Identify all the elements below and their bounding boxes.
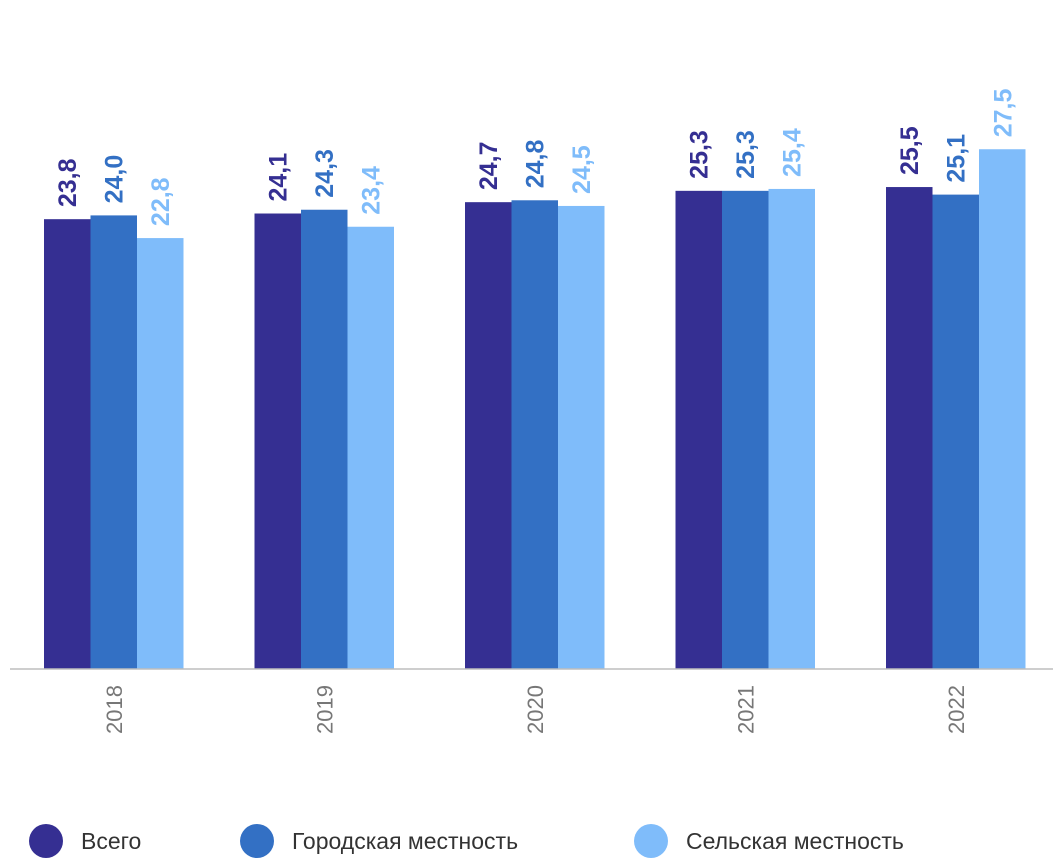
value-labels-group: 23,8 24,0 22,8 24,1 24,3 23,4 24,7 24,8 24,5 25,3… [54, 88, 1017, 226]
bar-2020-series-1 [511, 200, 558, 669]
x-tick-label-2020: 2020 [523, 685, 548, 734]
chart: 23,8 24,0 22,8 24,1 24,3 23,4 24,7 24,8 24,5 25,3… [10, 88, 1053, 734]
bar-2022-series-1 [932, 194, 979, 670]
value-label-2020-series-1: 24,8 [522, 140, 550, 189]
bar-2020-series-0 [465, 202, 512, 670]
legend-label-rural: Сельская местность [686, 827, 904, 854]
x-tick-label-2019: 2019 [312, 685, 337, 734]
value-label-2021-series-2: 25,4 [779, 128, 807, 177]
bar-2018-series-0 [44, 219, 91, 669]
value-label-2021-series-1: 25,3 [732, 130, 760, 179]
value-label-2020-series-0: 24,7 [475, 141, 503, 190]
bars-group [44, 149, 1026, 670]
value-label-2019-series-1: 24,3 [311, 149, 339, 198]
value-label-2018-series-1: 24,0 [101, 155, 129, 204]
bar-2018-series-1 [90, 215, 137, 669]
bar-2021-series-0 [675, 190, 722, 669]
legend-item-urban[interactable]: Городская местность [240, 824, 518, 858]
bar-2020-series-2 [558, 205, 605, 669]
value-label-2019-series-0: 24,1 [265, 153, 293, 202]
legend-item-rural[interactable]: Сельская местность [634, 824, 904, 858]
x-tick-label-2021: 2021 [733, 685, 758, 734]
legend-label-urban: Городская местность [292, 827, 519, 854]
legend-marker-urban [240, 824, 274, 858]
bar-2019-series-1 [301, 209, 348, 670]
value-label-2022-series-1: 25,1 [943, 134, 971, 183]
legend-marker-total [29, 824, 63, 858]
legend-item-total[interactable]: Всего [29, 824, 141, 858]
value-label-2020-series-2: 24,5 [568, 145, 596, 194]
value-label-2021-series-0: 25,3 [686, 130, 714, 179]
value-label-2022-series-0: 25,5 [896, 126, 924, 175]
value-label-2022-series-2: 27,5 [989, 88, 1017, 137]
bar-2022-series-0 [886, 187, 933, 670]
bar-2021-series-1 [722, 190, 769, 669]
bar-2021-series-2 [768, 188, 815, 669]
value-label-2019-series-2: 23,4 [358, 166, 386, 215]
legend-label-total: Всего [81, 827, 142, 854]
bar-2018-series-2 [137, 238, 184, 669]
bar-2019-series-2 [347, 226, 394, 670]
x-tick-label-2022: 2022 [944, 685, 969, 734]
value-label-2018-series-0: 23,8 [54, 158, 82, 207]
value-label-2018-series-2: 22,8 [147, 177, 175, 226]
x-tick-label-2018: 2018 [102, 685, 127, 734]
bar-2022-series-2 [979, 149, 1026, 669]
legend-marker-rural [634, 824, 668, 858]
x-axis-tick-labels: 2018 2019 2020 2021 2022 [102, 685, 969, 734]
bar-2019-series-0 [254, 213, 301, 669]
